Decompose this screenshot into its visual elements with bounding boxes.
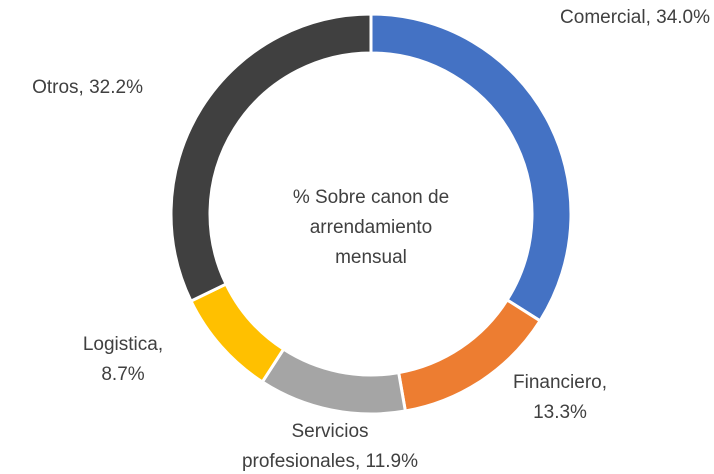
donut-slice xyxy=(260,347,408,416)
donut-slice xyxy=(188,282,286,384)
data-label-line: 8.7% xyxy=(101,364,144,385)
data-label-line: Servicios xyxy=(291,421,368,442)
data-label-line: Financiero, xyxy=(513,372,607,393)
data-label: Financiero, 13.3% xyxy=(513,372,607,423)
donut-slice xyxy=(396,297,543,413)
center-text-line: % Sobre canon de xyxy=(293,187,449,208)
donut-slice xyxy=(169,12,373,304)
data-label: Otros, 32.2% xyxy=(32,77,143,98)
data-label-line: Otros, 32.2% xyxy=(32,77,143,98)
data-label: Logistica, 8.7% xyxy=(83,334,163,385)
center-text-line: arrendamiento xyxy=(310,217,433,238)
center-text-line: mensual xyxy=(335,247,407,268)
data-label: Servicios profesionales, 11.9% xyxy=(242,421,418,472)
data-label-line: Comercial, 34.0% xyxy=(560,7,710,28)
data-label-line: profesionales, 11.9% xyxy=(242,451,418,472)
data-label: Comercial, 34.0% xyxy=(560,7,710,28)
data-label-line: 13.3% xyxy=(533,402,587,423)
data-label-line: Logistica, xyxy=(83,334,163,355)
center-text: % Sobre canon de arrendamiento mensual xyxy=(293,187,449,268)
donut-slice xyxy=(369,12,573,323)
